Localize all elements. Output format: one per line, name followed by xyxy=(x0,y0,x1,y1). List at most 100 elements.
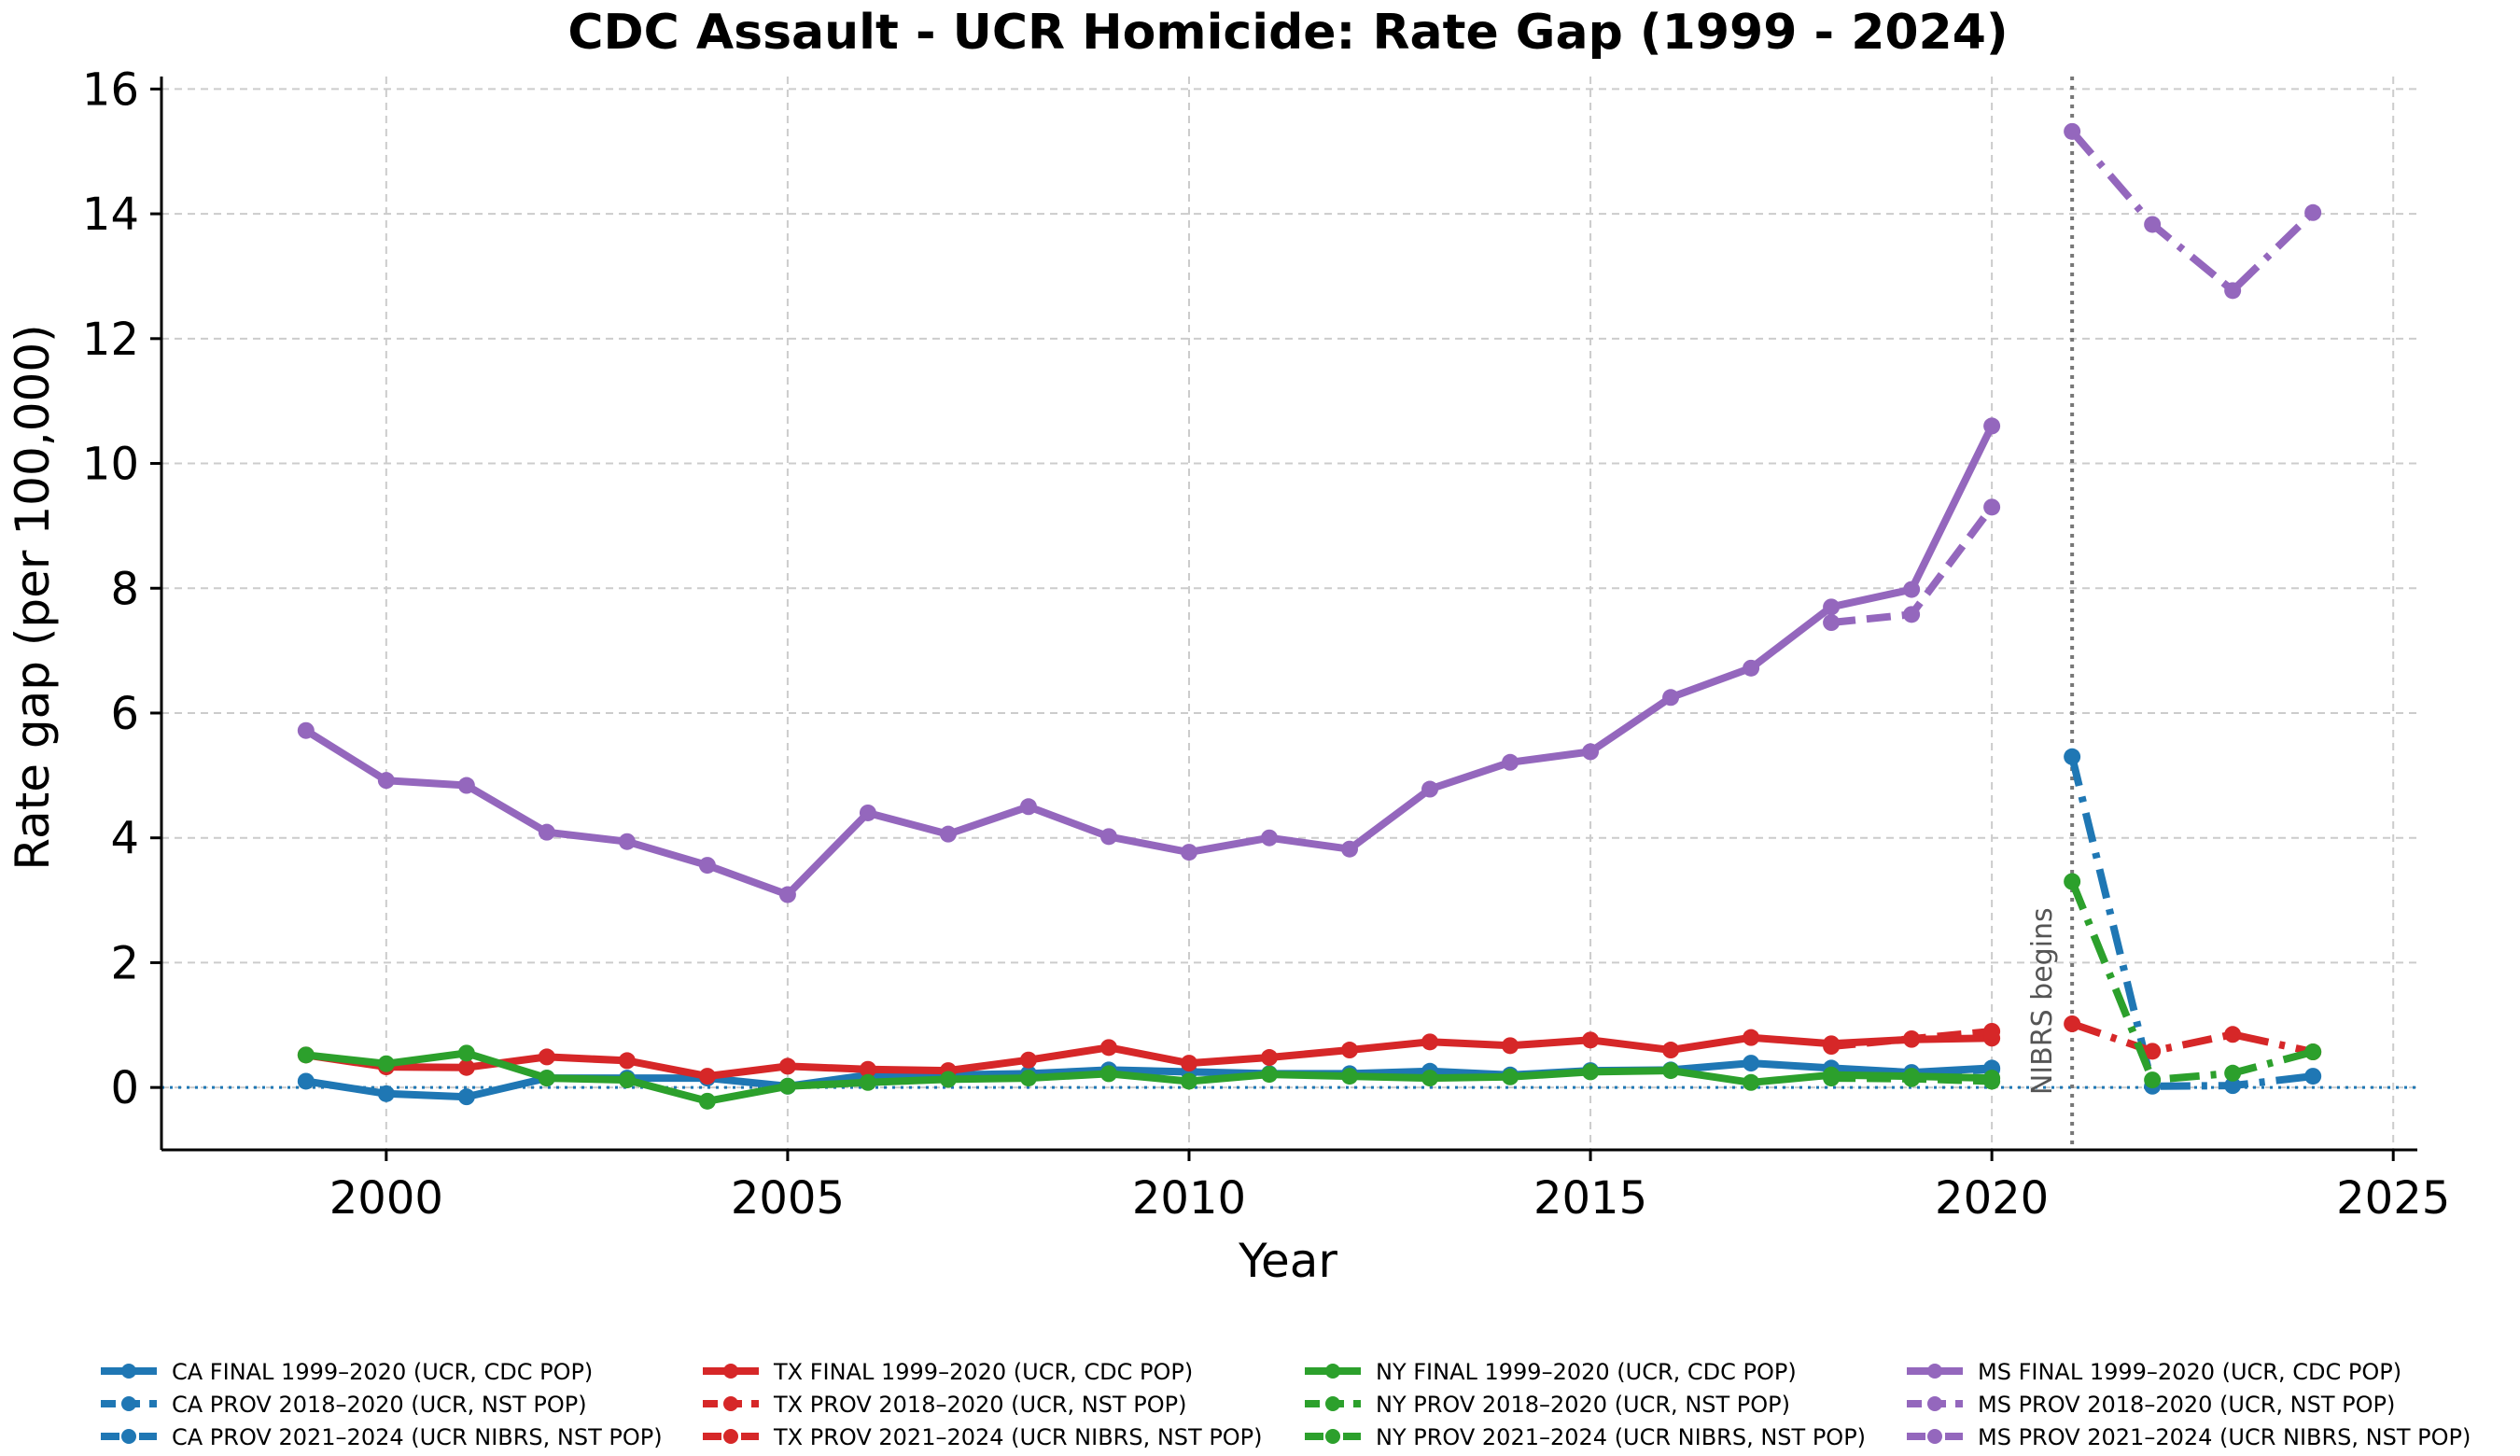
annotation-layer: NIBRS begins xyxy=(2026,77,2075,1150)
legend-marker xyxy=(1325,1429,1340,1444)
data-point xyxy=(778,1077,796,1095)
legend-marker xyxy=(1927,1396,1942,1411)
legend-item: TX FINAL 1999–2020 (UCR, CDC POP) xyxy=(703,1359,1193,1385)
legend-item: NY FINAL 1999–2020 (UCR, CDC POP) xyxy=(1305,1359,1797,1385)
legend-label: TX PROV 2021–2024 (UCR NIBRS, NST POP) xyxy=(773,1424,1263,1450)
data-point xyxy=(859,1073,876,1091)
data-point xyxy=(618,833,636,850)
series-line xyxy=(305,1049,1993,1105)
data-point xyxy=(859,1060,876,1078)
series-line xyxy=(2069,129,2316,295)
data-point xyxy=(1743,1073,1760,1091)
legend-item: CA FINAL 1999–2020 (UCR, CDC POP) xyxy=(101,1359,593,1385)
data-point xyxy=(698,857,716,875)
data-point xyxy=(1582,1063,1600,1081)
legend-label: TX FINAL 1999–2020 (UCR, CDC POP) xyxy=(773,1359,1193,1385)
data-point xyxy=(1502,1037,1519,1055)
y-tick-label: 10 xyxy=(82,439,139,491)
data-point xyxy=(1662,1062,1680,1080)
legend-item: MS PROV 2018–2020 (UCR, NST POP) xyxy=(1907,1392,2395,1418)
data-point xyxy=(2144,1043,2162,1060)
legend-item: CA PROV 2018–2020 (UCR, NST POP) xyxy=(101,1392,587,1418)
data-point xyxy=(2304,1043,2322,1061)
data-point xyxy=(1662,1042,1680,1059)
legend-label: MS FINAL 1999–2020 (UCR, CDC POP) xyxy=(1978,1359,2401,1385)
data-point xyxy=(377,1055,395,1072)
data-point xyxy=(1180,844,1197,861)
legend-marker xyxy=(1927,1364,1942,1379)
y-axis-title: Rate gap (per 100,000) xyxy=(6,324,60,870)
data-point xyxy=(2064,122,2081,140)
series-7 xyxy=(1823,1070,2001,1090)
data-point xyxy=(1823,598,1841,616)
data-point xyxy=(1341,1068,1359,1085)
legend-label: CA PROV 2018–2020 (UCR, NST POP) xyxy=(172,1392,587,1418)
legend-item: NY PROV 2018–2020 (UCR, NST POP) xyxy=(1305,1392,1790,1418)
data-point xyxy=(2224,1077,2242,1095)
y-tick-label: 6 xyxy=(110,688,139,740)
x-tick-label: 2015 xyxy=(1533,1172,1647,1225)
series-11 xyxy=(2064,122,2322,300)
data-point xyxy=(2224,282,2242,300)
legend-label: TX PROV 2018–2020 (UCR, NST POP) xyxy=(773,1392,1186,1418)
data-point xyxy=(1743,659,1760,677)
data-point xyxy=(1260,1066,1278,1084)
data-point xyxy=(2144,1071,2162,1089)
data-point xyxy=(1502,753,1519,771)
data-point xyxy=(1983,1072,2001,1090)
data-point xyxy=(1582,743,1600,761)
data-point xyxy=(2304,1068,2322,1085)
series-layer xyxy=(297,122,2322,1110)
data-point xyxy=(538,1048,555,1066)
legend-label: CA FINAL 1999–2020 (UCR, CDC POP) xyxy=(172,1359,593,1385)
y-tick-label: 12 xyxy=(82,314,139,366)
data-point xyxy=(1983,498,2001,516)
series-9 xyxy=(297,417,2001,903)
data-point xyxy=(1099,1039,1117,1057)
data-point xyxy=(698,1068,716,1085)
data-point xyxy=(939,825,957,843)
legend-label: NY PROV 2021–2024 (UCR NIBRS, NST POP) xyxy=(1376,1424,1866,1450)
data-point xyxy=(1180,1072,1197,1090)
legend-marker xyxy=(1927,1429,1942,1444)
data-point xyxy=(538,1070,555,1087)
data-point xyxy=(1099,828,1117,846)
x-tick-label: 2000 xyxy=(329,1172,443,1225)
series-10 xyxy=(1823,498,2001,632)
series-2 xyxy=(2064,748,2322,1095)
x-tick-label: 2010 xyxy=(1132,1172,1246,1225)
data-point xyxy=(1019,1070,1037,1087)
ticks-layer: 2000 2005 2010 2015 2020 2025 0 2 4 6 8 10 12 14 16 xyxy=(82,63,2450,1225)
data-point xyxy=(2064,873,2081,890)
data-point xyxy=(778,886,796,903)
data-point xyxy=(618,1071,636,1089)
data-point xyxy=(1743,1055,1760,1072)
data-point xyxy=(2064,1015,2081,1032)
legend-item: MS PROV 2021–2024 (UCR NIBRS, NST POP) xyxy=(1907,1424,2471,1450)
data-point xyxy=(778,1057,796,1075)
data-point xyxy=(2144,216,2162,233)
data-point xyxy=(538,823,555,841)
data-point xyxy=(1421,1070,1439,1087)
data-point xyxy=(1903,1029,1921,1047)
data-point xyxy=(457,1044,475,1062)
data-point xyxy=(457,1088,475,1106)
data-point xyxy=(698,1092,716,1110)
y-tick-label: 14 xyxy=(82,189,139,241)
x-axis-title: Year xyxy=(1238,1234,1337,1288)
legend-item: CA PROV 2021–2024 (UCR NIBRS, NST POP) xyxy=(101,1424,663,1450)
data-point xyxy=(618,1052,636,1070)
data-point xyxy=(1180,1055,1197,1072)
legend-marker xyxy=(121,1429,136,1444)
data-point xyxy=(859,804,876,821)
data-point xyxy=(1823,614,1841,632)
series-3 xyxy=(297,1029,2001,1085)
data-point xyxy=(297,1072,315,1090)
y-tick-label: 2 xyxy=(110,937,139,989)
data-point xyxy=(1823,1038,1841,1056)
series-line xyxy=(2070,1020,2315,1056)
x-tick-label: 2020 xyxy=(1935,1172,2049,1225)
